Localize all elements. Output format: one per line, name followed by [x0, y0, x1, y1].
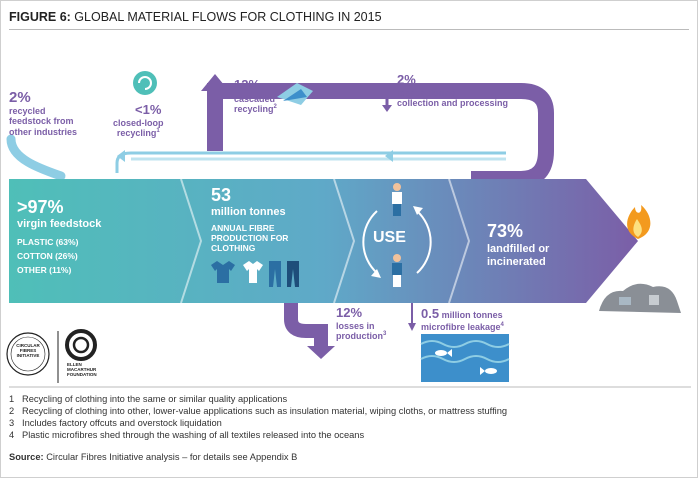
recycled-label: recycled feedstock from other industries — [9, 106, 78, 137]
virgin-plastic: PLASTIC (63%) — [17, 237, 79, 247]
cfi-logo-icon — [6, 332, 50, 376]
closed-loop-label: closed-loop recycling1 — [113, 118, 164, 139]
microfibre-arrowhead — [408, 323, 416, 331]
person-legs-icon — [393, 204, 401, 216]
cfi-logo-ring — [10, 336, 46, 372]
main-flow-band — [9, 179, 638, 303]
production-losses-arrowhead — [307, 346, 335, 359]
closed-loop-pct: <1% — [135, 102, 162, 117]
chevron-separator-1 — [180, 178, 203, 304]
microfibre-amount: 0.5 million tonnes — [421, 306, 503, 321]
virgin-label: virgin feedstock — [17, 218, 102, 230]
use-cycle-arrowhead-1 — [413, 206, 423, 215]
chevron-separator-2 — [333, 178, 356, 304]
recycled-feedstock-flow — [6, 134, 66, 181]
virgin-cotton: COTTON (26%) — [17, 251, 78, 261]
virgin-other: OTHER (11%) — [17, 265, 72, 275]
microfibre-label: microfibre leakage4 — [421, 322, 504, 332]
shirt-icon — [243, 261, 263, 283]
collection-losses-arrowhead — [382, 105, 392, 112]
use-cycle-arrow-left — [362, 210, 378, 274]
flame-icon-core — [633, 219, 642, 237]
title-divider — [9, 29, 689, 30]
cascaded-recycling-arrow — [201, 74, 229, 91]
cascaded-pct: 12% — [234, 77, 261, 92]
recycled-pct: 2% — [9, 89, 31, 106]
cascaded-label: cascaded recycling2 — [234, 94, 277, 115]
production-losses-pct: 12% — [336, 305, 363, 320]
footnote-1: 1 Recycling of clothing into the same or … — [9, 394, 288, 404]
emf-logo-inner — [72, 336, 90, 354]
recycling-loop-flow — [207, 83, 554, 187]
person-body-icon — [392, 192, 402, 204]
recycle-icon-arrow — [138, 76, 152, 90]
trousers-icon — [269, 261, 281, 287]
figure-title-text: GLOBAL MATERIAL FLOWS FOR CLOTHING IN 20… — [74, 10, 382, 24]
landfill-label: landfilled or incinerated — [487, 243, 550, 268]
footnote-4: 4 Plastic microfibres shed through the wa… — [9, 430, 365, 440]
jeans-icon — [287, 261, 299, 287]
production-unit: million tonnes — [211, 206, 286, 218]
person-body-icon-2 — [392, 263, 402, 275]
use-cycle-arrowhead-2 — [371, 269, 381, 278]
production-losses-flow — [284, 303, 328, 348]
footnote-3: 3 Includes factory offcuts and overstock … — [9, 418, 222, 428]
landfill-pct: 73% — [487, 221, 524, 241]
collection-losses-label: losses during collection and processing — [397, 88, 509, 109]
chevron-separator-3 — [448, 178, 471, 304]
fish-tail-icon — [447, 349, 452, 357]
source-line: Source: Circular Fibres Initiative analy… — [9, 452, 298, 462]
cfi-logo-text: CIRCULAR FIBRES INITIATIVE — [16, 343, 40, 358]
figure-title: FIGURE 6: GLOBAL MATERIAL FLOWS FOR CLOT… — [9, 10, 382, 24]
fish-tail-icon-2 — [480, 367, 485, 375]
fish-icon-2 — [485, 368, 497, 374]
use-cycle-arrow-right — [416, 210, 432, 274]
emf-logo-icon — [65, 329, 97, 361]
closed-loop-arrowhead — [385, 150, 393, 162]
figure-label: FIGURE 6: — [9, 10, 71, 24]
collection-losses-pct: 2% — [397, 72, 416, 87]
cloth-icon-fold — [283, 89, 307, 101]
footnote-2: 2 Recycling of clothing into other, lower… — [9, 406, 508, 416]
production-label: ANNUAL FIBRE PRODUCTION FOR CLOTHING — [211, 223, 289, 253]
person-legs-icon-2 — [393, 275, 401, 287]
landfill-item-icon — [619, 297, 631, 305]
person-head-icon — [393, 183, 401, 191]
landfill-pile-icon — [599, 283, 681, 313]
tshirt-icon — [211, 261, 235, 283]
production-losses-label: losses in production3 — [336, 321, 387, 342]
emf-logo-text: ELLEN MACARTHUR FOUNDATION — [67, 362, 97, 377]
use-label: USE — [373, 229, 406, 246]
closed-loop-band — [115, 151, 506, 173]
recycle-icon — [133, 71, 157, 95]
virgin-pct: >97% — [17, 197, 64, 217]
landfill-item-icon-2 — [649, 295, 659, 305]
person-head-icon-2 — [393, 254, 401, 262]
closed-loop-arrowhead-2 — [117, 150, 125, 162]
production-number: 53 — [211, 185, 232, 205]
ocean-waves — [420, 340, 510, 363]
fish-icon — [435, 350, 447, 356]
